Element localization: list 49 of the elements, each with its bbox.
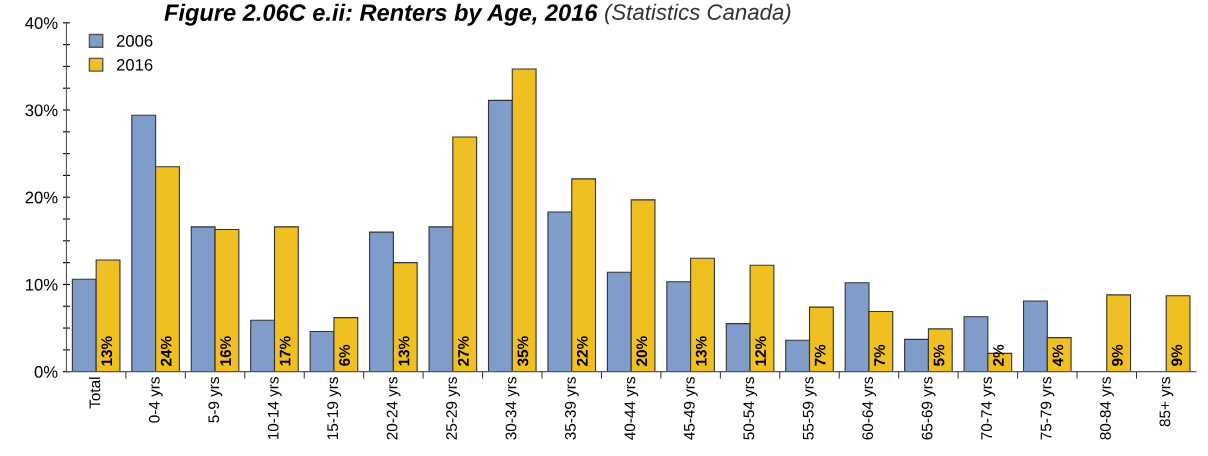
x-tick-label: 65-69 yrs [921,377,936,440]
x-tick-label: 60-64 yrs [862,377,877,440]
data-label: 17% [279,336,291,366]
x-tick-label: 5-9 yrs [208,377,223,423]
data-label: 2% [993,344,1004,366]
data-label: 27% [458,336,469,366]
x-tick-label: 40-44 yrs [624,377,639,440]
data-label: 12% [755,336,767,366]
legend-label: 2006 [116,35,153,47]
x-tick-label: 25-29 yrs [446,377,460,440]
data-label: 6% [339,344,350,366]
data-label: 9% [1111,344,1123,366]
legend-label: 2016 [116,58,153,71]
data-label: 22% [576,336,588,366]
data-label: 16% [220,336,232,366]
data-label: 7% [814,344,826,366]
x-tick-label: 15-19 yrs [327,377,342,440]
y-tick-label: 40% [25,17,58,29]
data-label: 13% [398,336,410,366]
x-tick-label: 45-49 yrs [683,377,698,440]
x-tick-label: 30-34 yrs [505,377,520,440]
data-label: 35% [517,336,529,367]
x-tick-label: 0-4 yrs [148,377,163,423]
x-tick-label: 70-74 yrs [981,377,995,440]
y-tick-label: 0% [34,366,58,378]
chart-title: Figure 2.06C e.ii: Renters by Age, 2016 [164,3,598,26]
data-label: 24% [160,336,172,366]
x-tick-label: 55-59 yrs [802,377,817,440]
x-tick-label: 80-84 yrs [1100,377,1114,440]
x-tick-label: 20-24 yrs [386,377,401,440]
data-label: 4% [1052,344,1064,367]
chart-subtitle: (Statistics Canada) [605,3,791,25]
data-label: 7% [874,344,885,366]
data-label: 9% [1171,344,1183,366]
x-tick-label: Total [89,377,101,409]
x-tick-label: 50-54 yrs [743,377,758,440]
x-tick-label: 10-14 yrs [267,377,282,440]
y-tick-label: 20% [25,191,58,204]
data-label: 20% [636,336,648,366]
data-label: 13% [695,336,707,366]
y-tick-label: 30% [25,104,58,117]
x-tick-label: 75-79 yrs [1040,377,1055,440]
data-label: 13% [101,336,113,366]
data-label: 5% [933,344,945,366]
bar [1106,294,1132,372]
y-tick-label: 10% [26,278,58,291]
x-tick-label: 35-39 yrs [565,377,579,440]
x-tick-label: 85+ yrs [1159,377,1174,427]
bar [1165,295,1191,372]
